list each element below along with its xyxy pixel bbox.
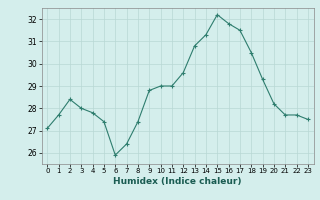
- X-axis label: Humidex (Indice chaleur): Humidex (Indice chaleur): [113, 177, 242, 186]
